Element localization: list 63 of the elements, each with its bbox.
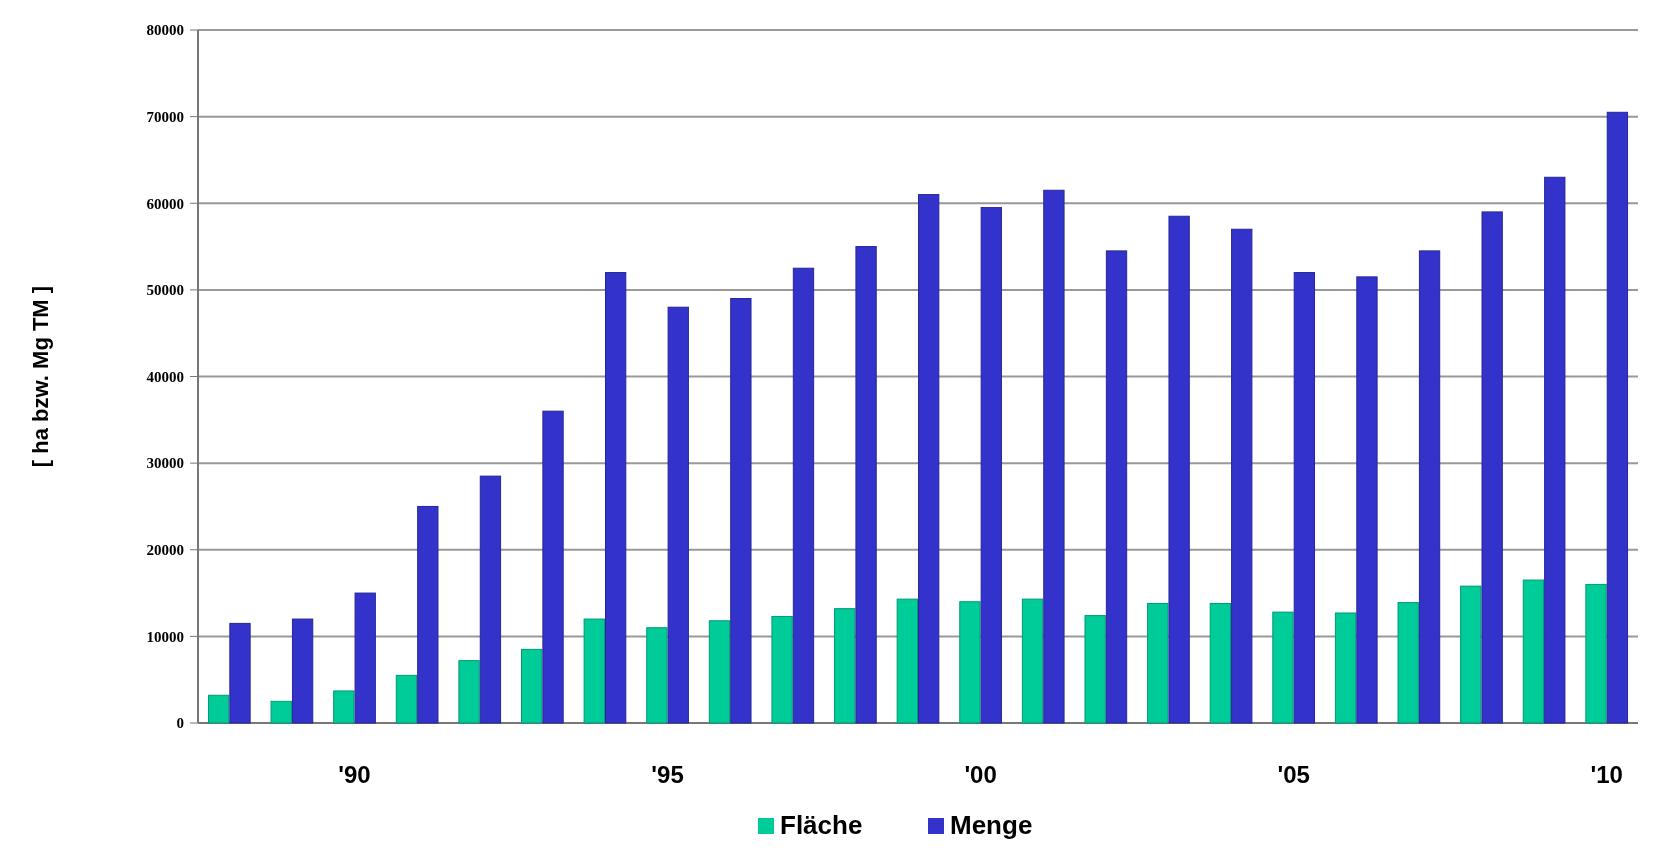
bar [1522,579,1545,724]
bar [479,475,502,724]
bar [959,601,981,724]
bar [458,660,480,724]
bar [1043,189,1065,724]
bar [207,694,230,724]
bar [1356,276,1378,724]
y-tick-label: 80000 [146,22,184,39]
bar [1209,602,1232,724]
y-tick-label: 30000 [146,455,184,472]
x-tick-label: '90 [338,761,371,788]
y-tick-label: 20000 [146,542,184,558]
bar [896,598,918,724]
x-tick-label: '00 [964,761,997,788]
y-tick-label: 50000 [146,282,184,299]
bar [1606,111,1629,724]
bar [1460,585,1482,724]
y-axis-title: [ ha bzw. Mg TM ] [28,285,53,468]
x-tick-label: '10 [1590,761,1623,788]
legend-label: Fläche [780,810,863,840]
bar [604,272,627,724]
bar [667,306,689,724]
bar [1334,612,1357,724]
bar [583,618,605,724]
bar [229,622,251,724]
y-tick-label: 10000 [146,628,184,645]
bar [792,267,815,724]
bar [834,608,856,724]
bar [1168,215,1190,724]
bar [417,505,439,724]
y-tick-label: 40000 [146,368,184,385]
bar [730,298,752,724]
bar [771,615,793,724]
y-tick-label: 0 [176,715,184,732]
x-tick-label: '95 [651,761,684,788]
legend-label: Menge [950,810,1033,840]
bar [1272,611,1294,724]
bar [1147,602,1169,724]
bar [521,648,543,724]
y-tick-label: 60000 [146,195,184,212]
bar [291,618,314,724]
y-tick-label: 70000 [146,108,184,125]
bar [1397,602,1419,724]
bar [646,627,668,724]
bar [855,246,877,724]
bar [354,592,376,724]
x-tick-label: '05 [1277,761,1310,788]
bar [1105,250,1128,724]
bar [542,410,564,724]
bar [395,674,418,724]
bar [333,690,355,724]
bar [1585,583,1607,724]
bar [708,620,731,724]
bar [980,207,1002,724]
bar [918,194,940,724]
bar [1418,250,1441,724]
bar [1021,598,1044,724]
bar [270,700,292,724]
bar [1084,615,1106,724]
bar [1293,272,1315,724]
bar [1481,211,1503,724]
bar [1544,176,1566,724]
bar [1231,228,1253,724]
